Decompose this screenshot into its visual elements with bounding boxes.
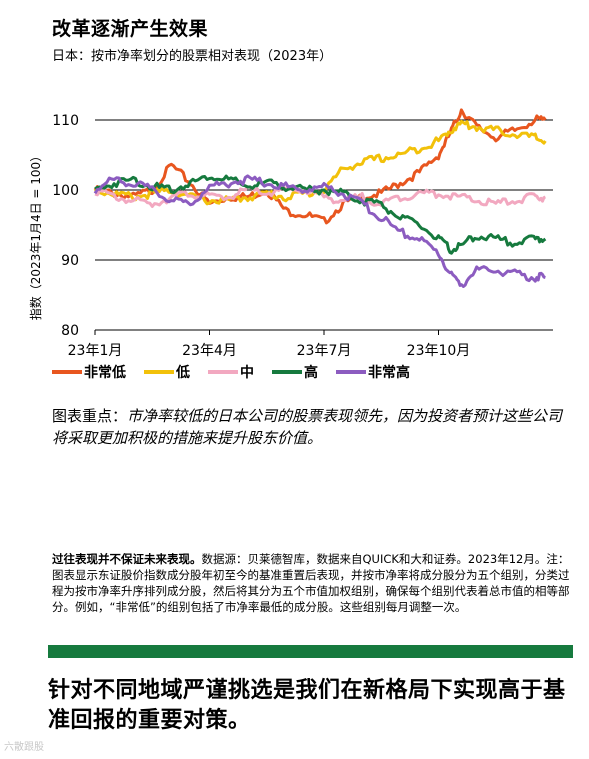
legend-swatch-low xyxy=(144,370,174,374)
legend-label-mid: 中 xyxy=(240,365,254,381)
chart-takeaway: 图表重点：市净率较低的日本公司的股票表现领先，因为投资者预计这些公司将采取更加积… xyxy=(52,405,572,449)
legend-swatch-very-high xyxy=(336,370,366,374)
x-tick-label: 23年4月 xyxy=(182,343,237,359)
legend-label-very-high: 非常高 xyxy=(368,365,410,381)
legend: 非常低 低 中 高 非常高 xyxy=(52,362,428,382)
footnote: 过往表现并不保证未来表现。数据源：贝莱德智库，数据来自QUICK和大和证券。20… xyxy=(52,551,574,615)
legend-label-very-low: 非常低 xyxy=(84,365,126,381)
legend-label-low: 低 xyxy=(176,365,190,381)
footnote-text: 数据源：贝莱德智库，数据来自QUICK和大和证券。2023年12月。注：图表显示… xyxy=(52,552,570,614)
y-axis-label: 指数（2023年1月4日 = 100） xyxy=(28,150,43,320)
y-tick-label: 90 xyxy=(61,253,79,269)
series-layer xyxy=(93,108,547,288)
legend-item-very-low: 非常低 xyxy=(52,362,126,382)
grid-layer xyxy=(95,119,553,331)
legend-swatch-high xyxy=(272,370,302,374)
y-tick-label: 100 xyxy=(52,183,79,199)
footnote-disclaimer: 过往表现并不保证未来表现。 xyxy=(52,552,202,566)
legend-swatch-very-low xyxy=(52,370,82,374)
x-tick-label: 23年7月 xyxy=(297,343,352,359)
legend-label-high: 高 xyxy=(304,365,318,381)
legend-item-mid: 中 xyxy=(208,362,254,382)
chart-subtitle: 日本：按市净率划分的股票相对表现（2023年） xyxy=(52,49,333,64)
series-line-0 xyxy=(93,108,547,225)
line-chart: 80 90 100 110 23年1月 23年4月 23年7月 23年10月 指数（2023年… xyxy=(28,108,553,359)
y-tick-label: 110 xyxy=(52,113,79,129)
accent-bar xyxy=(48,645,573,658)
y-tick-label: 80 xyxy=(61,323,79,339)
headline: 针对不同地域严谨挑选是我们在新格局下实现高于基准回报的重要对策。 xyxy=(48,678,566,733)
x-tick-label: 23年1月 xyxy=(68,343,123,359)
legend-item-high: 高 xyxy=(272,362,318,382)
chart-title: 改革逐渐产生效果 xyxy=(52,18,209,40)
takeaway-label: 图表重点： xyxy=(52,407,128,425)
watermark: 六散跟股 xyxy=(4,742,44,753)
series-line-4 xyxy=(93,174,546,288)
legend-swatch-mid xyxy=(208,370,238,374)
takeaway-text: 市净率较低的日本公司的股票表现领先，因为投资者预计这些公司将采取更加积极的措施来… xyxy=(52,407,563,447)
legend-item-very-high: 非常高 xyxy=(336,362,410,382)
axis-layer: 80 90 100 110 23年1月 23年4月 23年7月 23年10月 xyxy=(52,113,470,359)
series-line-2 xyxy=(94,184,546,208)
x-tick-label: 23年10月 xyxy=(407,343,471,359)
legend-item-low: 低 xyxy=(144,362,190,382)
